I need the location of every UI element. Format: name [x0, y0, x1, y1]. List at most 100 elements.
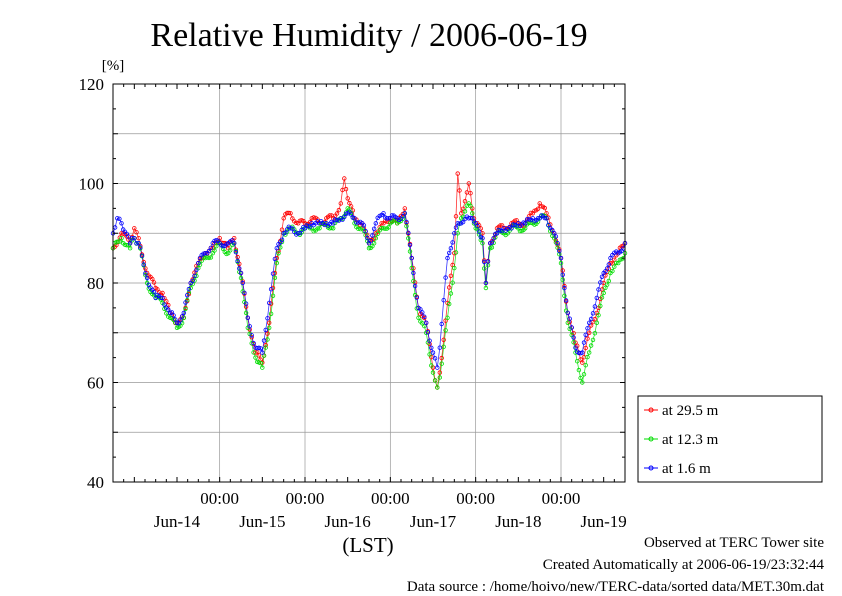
data-point: [136, 240, 141, 246]
data-point: [482, 266, 487, 271]
data-point: [235, 258, 240, 264]
x-date-label: Jun-16: [325, 512, 371, 531]
data-point: [331, 226, 336, 231]
data-point: [475, 223, 480, 229]
data-point: [435, 365, 440, 370]
data-point: [258, 360, 263, 366]
data-point: [227, 248, 233, 253]
data-point: [276, 251, 281, 256]
data-point: [550, 227, 555, 233]
data-point: [192, 273, 197, 279]
data-point: [194, 273, 199, 279]
data-point: [535, 216, 541, 221]
data-point: [466, 181, 471, 186]
data-point: [528, 210, 534, 216]
data-point: [365, 235, 370, 241]
x-date-label: Jun-18: [495, 512, 541, 531]
data-point: [240, 279, 245, 284]
data-point: [267, 320, 272, 325]
data-point: [581, 372, 587, 377]
data-point: [315, 226, 320, 231]
x-tick-label: 00:00: [542, 489, 581, 508]
data-point: [453, 250, 459, 255]
data-point: [455, 171, 460, 176]
data-point: [432, 356, 438, 361]
legend-box: [637, 395, 823, 483]
x-tick-label: 00:00: [456, 489, 495, 508]
data-point: [249, 335, 254, 340]
data-point: [580, 380, 585, 385]
data-point: [386, 225, 391, 230]
data-point: [242, 290, 247, 295]
data-point: [606, 266, 611, 271]
data-point: [124, 234, 129, 239]
data-point: [425, 330, 431, 335]
data-point: [608, 255, 613, 261]
data-point: [485, 259, 491, 264]
data-point: [347, 200, 352, 206]
data-point: [404, 219, 409, 225]
data-point: [373, 235, 378, 241]
data-point: [439, 321, 444, 327]
data-point: [158, 295, 163, 300]
data-point: [567, 316, 572, 321]
data-point: [552, 231, 557, 236]
data-point: [256, 353, 262, 358]
data-point: [509, 226, 514, 231]
data-point: [404, 223, 409, 229]
data-point: [588, 316, 594, 322]
data-point: [127, 245, 133, 251]
y-axis-unit: [%]: [102, 58, 125, 74]
data-point: [429, 345, 434, 350]
data-point: [332, 217, 338, 222]
data-point: [592, 304, 598, 309]
data-point: [599, 274, 605, 279]
data-point: [268, 311, 274, 316]
data-point: [588, 343, 594, 348]
data-point: [240, 280, 245, 286]
data-point: [480, 240, 485, 246]
series-points: [110, 171, 628, 390]
data-point: [470, 211, 475, 216]
data-point: [402, 211, 407, 216]
data-point: [243, 304, 249, 309]
data-point: [115, 239, 121, 244]
data-point: [129, 236, 135, 241]
data-point: [249, 333, 254, 338]
data-point: [279, 239, 285, 245]
data-point: [462, 209, 468, 214]
data-point: [220, 243, 226, 249]
data-point: [238, 275, 244, 281]
data-point: [173, 317, 178, 322]
data-point: [443, 275, 448, 280]
data-point: [386, 215, 391, 221]
data-point: [238, 270, 244, 276]
data-point: [562, 285, 567, 291]
x-date-label: Jun-14: [154, 512, 201, 531]
data-point: [338, 201, 343, 206]
data-point: [331, 221, 336, 226]
data-point: [557, 248, 562, 254]
data-point: [406, 236, 411, 241]
data-point: [329, 225, 334, 231]
data-point: [406, 230, 411, 235]
data-point: [587, 330, 592, 335]
data-point: [535, 206, 541, 211]
data-point: [448, 245, 454, 251]
data-point: [447, 250, 452, 256]
data-point: [604, 266, 610, 271]
data-point: [583, 363, 588, 368]
data-point: [594, 320, 599, 325]
data-point: [151, 289, 157, 295]
data-point: [424, 320, 429, 325]
data-point: [334, 211, 340, 216]
data-point: [416, 315, 421, 320]
data-point: [296, 231, 301, 236]
data-point: [400, 216, 406, 221]
data-point: [441, 337, 446, 342]
data-point: [183, 300, 188, 305]
data-point: [583, 332, 588, 337]
data-point: [471, 221, 477, 226]
data-point: [315, 217, 320, 222]
data-point: [592, 331, 598, 336]
